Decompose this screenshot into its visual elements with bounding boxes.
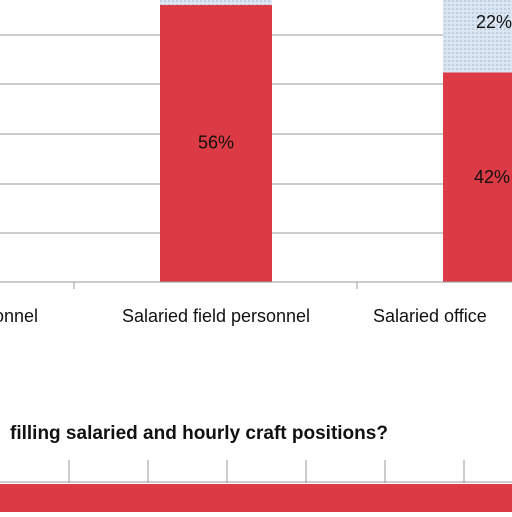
category-tick-label: Salaried office bbox=[373, 306, 487, 326]
category-tick-label: Salaried field personnel bbox=[122, 306, 310, 326]
bars bbox=[0, 484, 512, 512]
bar-segment bbox=[443, 0, 512, 73]
bar-segment bbox=[160, 2, 272, 283]
category-tick-label: onnel bbox=[0, 306, 38, 326]
bars bbox=[160, 0, 512, 283]
category-axis: onnel Salaried field personnel Salaried of… bbox=[0, 281, 512, 326]
data-labels: 56% 42% 22% bbox=[198, 12, 512, 187]
value-axis bbox=[0, 460, 512, 483]
chart-top-stacked-bars: onnel Salaried field personnel Salaried of… bbox=[0, 0, 512, 326]
data-label: 22% bbox=[476, 12, 512, 32]
data-label: 56% bbox=[198, 132, 234, 152]
bar-segment bbox=[160, 0, 272, 5]
data-label: 42% bbox=[474, 167, 510, 187]
bar-segment bbox=[443, 72, 512, 282]
bar bbox=[0, 484, 512, 512]
chart-bottom: filling salaried and hourly craft positi… bbox=[0, 423, 512, 512]
chart-title: filling salaried and hourly craft positi… bbox=[10, 423, 388, 444]
